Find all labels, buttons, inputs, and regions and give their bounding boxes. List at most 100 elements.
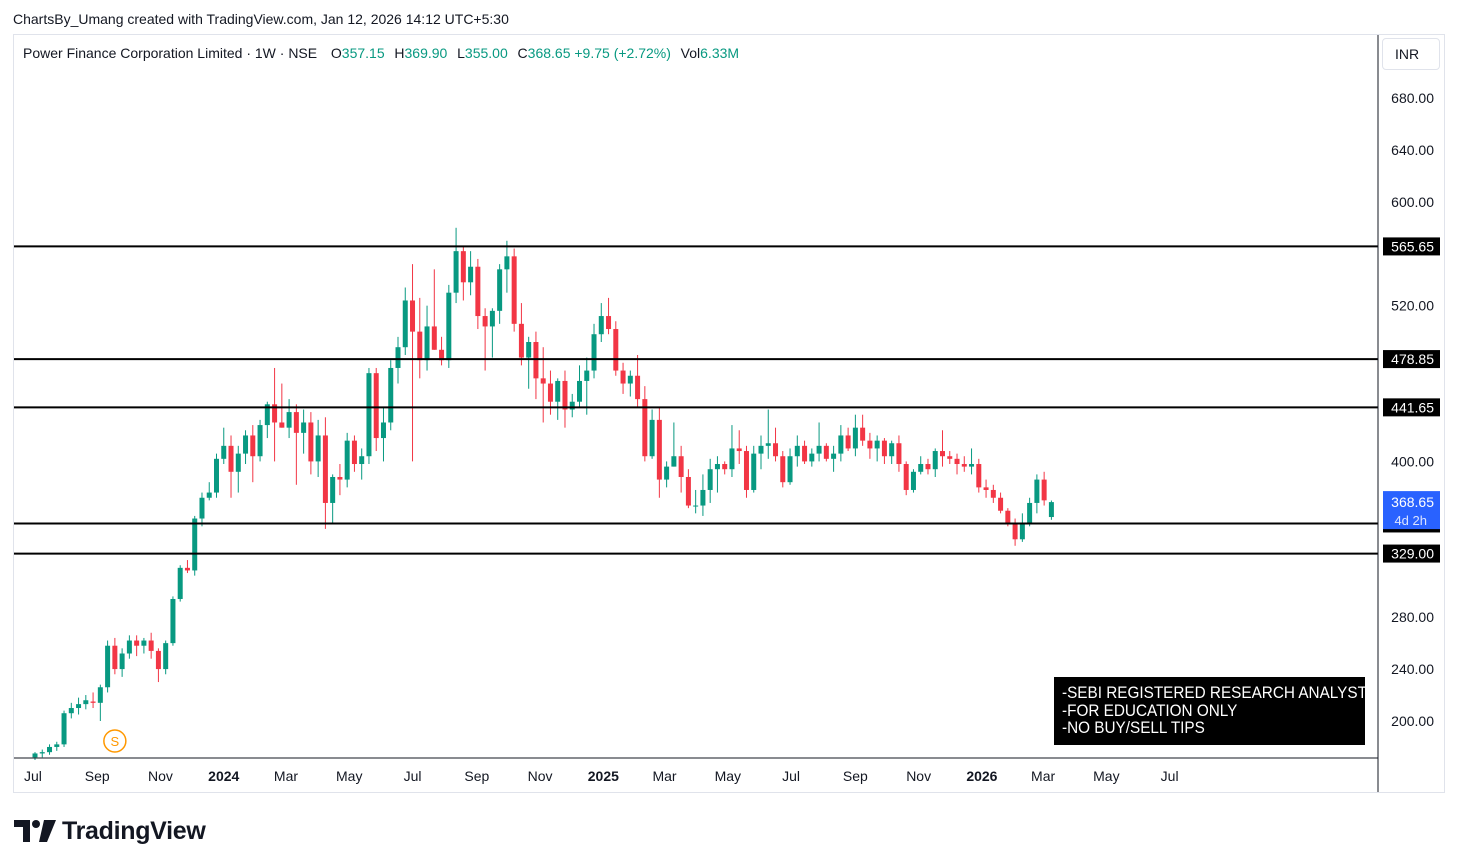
bar-countdown-label: 4d 2h: [1394, 513, 1427, 528]
candle-body: [714, 464, 720, 470]
last-price-label-bg: [1383, 491, 1440, 530]
candle-body: [1012, 523, 1018, 540]
candle-body: [235, 453, 241, 472]
candle: [656, 406, 662, 498]
candle-body: [881, 440, 887, 457]
candle-body: [344, 440, 350, 480]
price-tick-label: 200.00: [1391, 713, 1434, 729]
candle: [214, 453, 219, 498]
candle-body: [439, 349, 445, 361]
candle-body: [330, 476, 336, 503]
candle: [809, 448, 815, 467]
candle-body: [685, 476, 691, 506]
candle: [126, 635, 132, 659]
candle: [954, 453, 960, 475]
candle-body: [569, 401, 575, 410]
candle: [330, 474, 336, 524]
candle-body: [787, 456, 793, 483]
candle-body: [533, 342, 539, 379]
candle: [344, 432, 350, 488]
candle-body: [257, 425, 263, 457]
tradingview-logo[interactable]: TradingView: [14, 814, 206, 848]
candle-body: [359, 456, 365, 465]
candle: [453, 227, 459, 304]
candle-body: [112, 645, 118, 670]
candle: [918, 456, 924, 475]
candle-body: [170, 598, 176, 644]
candle: [322, 417, 328, 529]
level-price-label: 478.85: [1391, 351, 1434, 367]
candle-body: [976, 464, 982, 488]
candle-body: [148, 640, 154, 651]
candle-body: [1005, 510, 1011, 524]
last-price-label: 368.65: [1391, 494, 1434, 510]
candle: [1027, 497, 1033, 527]
candle: [947, 451, 953, 465]
candle-body: [250, 435, 256, 457]
candle: [765, 409, 771, 459]
candle: [736, 430, 742, 465]
disclaimer-line: -SEBI REGISTERED RESEARCH ANALYST: [1062, 683, 1367, 702]
candle: [678, 445, 684, 493]
low-value: 355.00: [464, 45, 508, 61]
price-tick-label: 240.00: [1391, 661, 1434, 677]
candle: [620, 362, 626, 394]
candle-body: [489, 310, 495, 327]
candle: [598, 303, 604, 343]
level-price-label-bg: [1383, 237, 1440, 256]
candle-body: [192, 518, 198, 571]
candle: [569, 393, 575, 418]
candle-body: [301, 422, 307, 433]
candle-body: [649, 419, 655, 457]
candle-body: [54, 744, 60, 747]
candle-body: [809, 453, 815, 462]
candle-body: [969, 464, 975, 467]
candle: [787, 448, 793, 485]
chart-frame[interactable]: [13, 34, 1445, 793]
currency-button[interactable]: INR: [1382, 38, 1440, 70]
candle: [976, 458, 982, 493]
candle: [867, 432, 873, 459]
candle-body: [693, 505, 699, 507]
chart-attribution: ChartsBy_Umang created with TradingView.…: [13, 11, 509, 27]
candle: [417, 297, 423, 379]
candle-body: [511, 256, 517, 324]
candle-body: [32, 753, 38, 758]
time-tick-label: Jul: [782, 768, 800, 784]
candle: [497, 264, 503, 324]
candle: [257, 419, 263, 462]
candle-body: [700, 489, 706, 506]
candle-body: [417, 331, 423, 361]
level-price-label-bg: [1383, 398, 1440, 417]
candle-body: [722, 464, 728, 470]
candle: [518, 303, 524, 366]
candle-body: [671, 456, 677, 467]
candle-body: [910, 471, 916, 490]
candle: [773, 427, 779, 462]
candle-body: [1041, 479, 1047, 501]
high-label: H: [394, 45, 405, 61]
candle: [351, 435, 357, 472]
support-resistance-levels: [14, 245, 1378, 555]
candle: [780, 451, 786, 488]
candle: [199, 492, 205, 527]
candle-body: [707, 469, 713, 490]
price-tick-label: 640.00: [1391, 142, 1434, 158]
candle-body: [351, 440, 357, 465]
candle: [932, 448, 938, 477]
candle-body: [860, 427, 866, 441]
candle: [642, 386, 648, 462]
candle: [105, 640, 111, 693]
candle: [366, 367, 372, 465]
candle: [410, 264, 416, 462]
candle: [47, 744, 53, 755]
volume-label: Vol: [680, 45, 701, 61]
candle: [664, 461, 670, 488]
candle-body: [83, 700, 89, 705]
candle: [983, 479, 989, 498]
candle-body: [68, 708, 74, 714]
candle: [903, 461, 909, 496]
candle: [562, 370, 568, 428]
candle-body: [163, 643, 169, 670]
